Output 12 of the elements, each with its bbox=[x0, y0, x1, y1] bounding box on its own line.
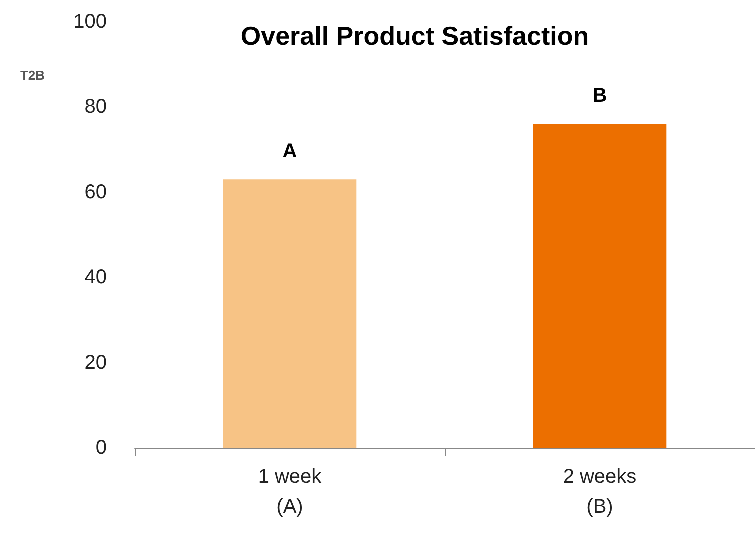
y-tick-label: 80 bbox=[84, 96, 107, 118]
annotation: A bbox=[282, 140, 298, 163]
chart-title: Overall Product Satisfaction bbox=[240, 21, 590, 51]
y-tick-label: 40 bbox=[84, 266, 107, 289]
x-tick-label: 2 weeks (B) bbox=[563, 466, 637, 518]
y-tick-label: 60 bbox=[84, 181, 107, 204]
annotation: B bbox=[592, 85, 608, 108]
y-tick-label: 20 bbox=[84, 352, 107, 374]
y-tick-label: 100 bbox=[74, 11, 107, 33]
y-axis-title: T2B bbox=[20, 68, 45, 83]
x-tick-label: 1 week (A) bbox=[258, 466, 323, 518]
y-tick-label: 0 bbox=[96, 437, 107, 459]
